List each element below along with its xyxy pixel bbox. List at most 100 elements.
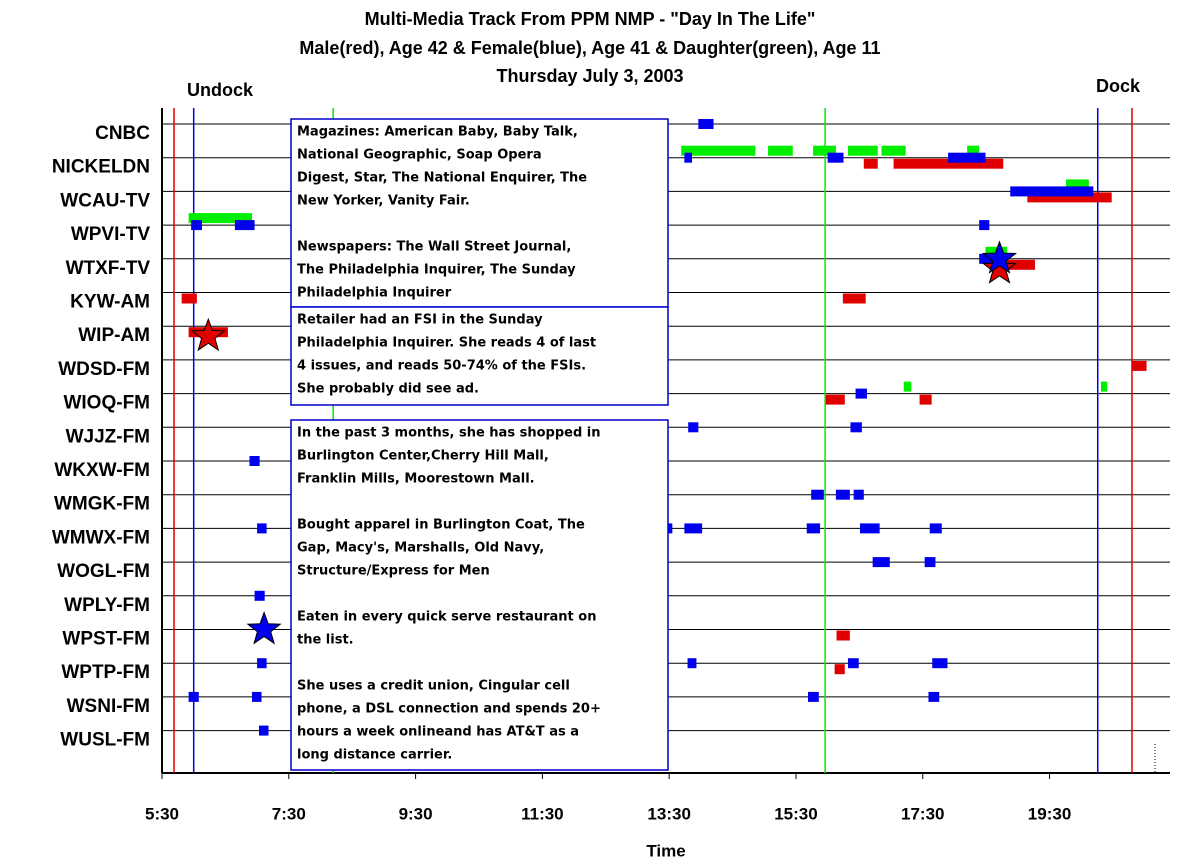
x-axis-label: Time <box>646 841 685 860</box>
segment <box>835 489 850 500</box>
segment <box>688 422 699 433</box>
segment <box>948 152 986 163</box>
note-text: 4 issues, and reads 50-74% of the FSIs. <box>297 359 586 374</box>
segment <box>188 691 199 702</box>
y-tick-label: CNBC <box>95 123 150 144</box>
x-tick-label: 7:30 <box>272 804 306 823</box>
note-text: phone, a DSL connection and spends 20+ <box>297 702 601 717</box>
note-text: Newspapers: The Wall Street Journal, <box>297 240 571 255</box>
x-tick-label: 13:30 <box>647 804 690 823</box>
note-text: Retailer had an FSI in the Sunday <box>297 313 543 328</box>
undock-label: Undock <box>187 80 254 100</box>
segment <box>806 523 821 534</box>
y-tick-label: WCAU-TV <box>60 190 150 211</box>
segment <box>850 422 862 433</box>
segment <box>254 590 265 601</box>
segment <box>252 691 262 702</box>
note-text: Burlington Center,Cherry Hill Mall, <box>297 449 549 464</box>
y-tick-label: WOGL-FM <box>57 561 150 582</box>
x-tick-label: 11:30 <box>521 804 564 823</box>
y-tick-label: WUSL-FM <box>60 730 150 751</box>
y-tick-label: WKXW-FM <box>54 460 150 481</box>
segment <box>932 658 948 669</box>
segment <box>893 158 1004 169</box>
note-text: Franklin Mills, Moorestown Mall. <box>297 472 535 487</box>
segment <box>979 253 998 264</box>
y-tick-label: WDSD-FM <box>58 359 150 380</box>
segment <box>698 119 714 129</box>
note-text: The Philadelphia Inquirer, The Sunday <box>297 263 576 278</box>
segment <box>847 658 859 669</box>
chart-subtitle: Thursday July 3, 2003 <box>496 66 683 86</box>
note-text: Philadelphia Inquirer <box>297 286 452 301</box>
segment <box>1131 360 1147 371</box>
y-tick-label: WSNI-FM <box>67 696 150 717</box>
segment <box>979 220 990 231</box>
y-tick-label: WIP-AM <box>78 325 150 346</box>
segment <box>863 158 878 169</box>
segment <box>1010 186 1094 197</box>
segment <box>684 523 703 534</box>
star <box>981 250 1017 284</box>
dock-label: Dock <box>1096 76 1141 96</box>
note-text: In the past 3 months, she has shopped in <box>297 426 600 441</box>
note-text: Eaten in every quick serve restaurant on <box>297 610 596 625</box>
y-tick-label: WPVI-TV <box>71 224 150 245</box>
segment <box>681 145 756 156</box>
y-tick-label: NICKELDN <box>52 157 150 178</box>
segment <box>191 220 202 231</box>
y-tick-label: WPLY-FM <box>64 595 150 616</box>
note-text: Gap, Macy's, Marshalls, Old Navy, <box>297 541 544 556</box>
note-text: Digest, Star, The National Enquirer, The <box>297 171 587 186</box>
y-tick-label: WIOQ-FM <box>63 393 150 414</box>
note-text: Philadelphia Inquirer. She reads 4 of la… <box>297 336 596 351</box>
segment <box>249 456 260 466</box>
segment <box>903 381 912 392</box>
x-tick-label: 5:30 <box>145 804 179 823</box>
note-text: National Geographic, Soap Opera <box>297 148 542 163</box>
segment <box>859 523 880 534</box>
star <box>246 611 282 645</box>
note-text: Structure/Express for Men <box>297 564 490 579</box>
segment <box>997 259 1035 270</box>
segment <box>684 152 692 163</box>
y-tick-label: KYW-AM <box>70 292 150 313</box>
chart-title: Multi-Media Track From PPM NMP - "Day In… <box>365 9 816 29</box>
segment <box>853 489 864 500</box>
segment <box>836 630 850 641</box>
y-tick-label: WPTP-FM <box>61 662 150 683</box>
segment <box>1100 381 1108 392</box>
y-tick-label: WMWX-FM <box>52 527 150 548</box>
segment <box>181 293 197 304</box>
note-text: long distance carrier. <box>297 748 452 763</box>
segment <box>967 145 980 156</box>
segment <box>825 394 845 405</box>
segment <box>258 725 269 736</box>
segment <box>666 523 673 534</box>
segment <box>842 293 866 304</box>
x-tick-label: 19:30 <box>1028 804 1071 823</box>
y-tick-label: WJJZ-FM <box>66 426 150 447</box>
segment <box>928 691 940 702</box>
segment <box>872 557 890 568</box>
note-box <box>290 306 669 406</box>
star <box>981 240 1017 274</box>
star <box>190 317 226 352</box>
segment <box>768 145 793 156</box>
x-tick-label: 15:30 <box>774 804 817 823</box>
y-tick-label: WMGK-FM <box>54 494 150 515</box>
segment <box>811 489 824 500</box>
note-text: the list. <box>297 633 354 648</box>
segment <box>1027 192 1112 203</box>
note-text: Magazines: American Baby, Baby Talk, <box>297 125 578 140</box>
note-box <box>290 118 669 308</box>
segment <box>234 220 255 231</box>
segment <box>687 658 697 669</box>
segment <box>847 145 878 156</box>
segment <box>919 394 932 405</box>
note-text: hours a week onlineand has AT&T as a <box>297 725 579 740</box>
chart-subtitle: Male(red), Age 42 & Female(blue), Age 41… <box>299 38 880 58</box>
segment <box>257 523 267 534</box>
segment <box>257 658 267 669</box>
